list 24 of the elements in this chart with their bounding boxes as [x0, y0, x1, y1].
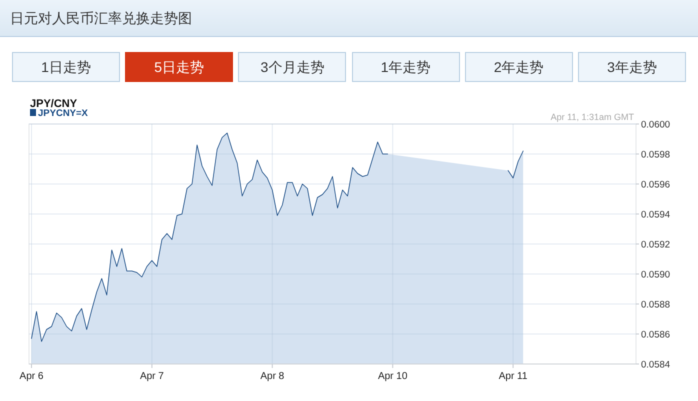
category-label: 1年走势 — [352, 52, 460, 82]
y-tick-label: 0.0596 — [641, 180, 670, 190]
category-label: 3个月走势 — [238, 52, 346, 82]
x-tick-label: Apr 8 — [260, 371, 285, 382]
text: Apr 11, 1:31am GMT — [550, 112, 634, 122]
y-tick-label: 0.0584 — [641, 360, 670, 370]
y-tick-label: 0.0592 — [641, 240, 670, 250]
x-tick-label: Apr 10 — [378, 371, 408, 382]
y-tick-label: 0.0600 — [641, 120, 670, 130]
category-label: 3年走势 — [578, 52, 686, 82]
category-label: 2年走势 — [464, 52, 573, 82]
category-label: 1日走势 — [12, 52, 120, 82]
x-tick-label: Apr 7 — [140, 371, 164, 382]
legend-label: JPYCNY=X — [38, 108, 89, 119]
y-tick-label: 0.0598 — [641, 150, 670, 160]
y-tick-label: 0.0590 — [641, 270, 670, 280]
y-tick-label: 0.0588 — [641, 300, 670, 310]
y-tick-label: 0.0586 — [641, 330, 670, 340]
chart-title: JPY/CNY — [30, 98, 78, 110]
text: 日元对人民币汇率兑换走势图 — [10, 10, 192, 26]
y-tick-label: 0.0594 — [641, 210, 670, 220]
category-label: 5日走势 — [125, 52, 234, 82]
x-tick-label: Apr 11 — [498, 371, 528, 382]
x-tick-label: Apr 6 — [20, 371, 44, 382]
